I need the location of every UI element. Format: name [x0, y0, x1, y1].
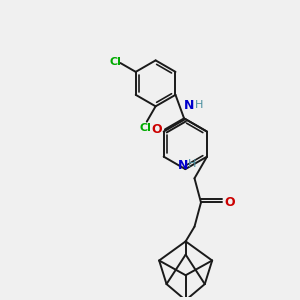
Text: H: H [188, 159, 197, 169]
Text: O: O [152, 123, 162, 136]
Text: H: H [194, 100, 203, 110]
Text: N: N [178, 160, 188, 172]
Text: N: N [184, 99, 194, 112]
Text: Cl: Cl [109, 57, 121, 67]
Text: Cl: Cl [140, 123, 151, 133]
Text: O: O [224, 196, 235, 209]
